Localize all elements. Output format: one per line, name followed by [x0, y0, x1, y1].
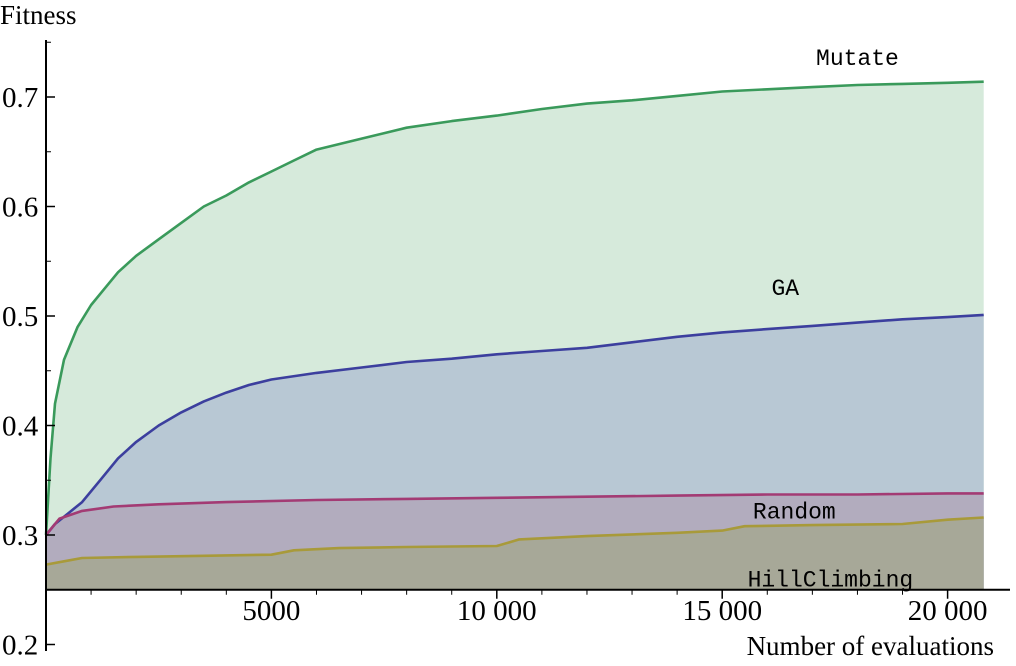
- y-tick-label: 0.2: [2, 630, 38, 662]
- y-tick-label: 0.3: [2, 520, 38, 552]
- y-tick-label: 0.6: [2, 192, 38, 224]
- x-tick-label: 15 000: [682, 595, 762, 627]
- y-tick-label: 0.7: [2, 82, 38, 114]
- line-random: [44, 492, 984, 536]
- x-tick-label: 5000: [242, 595, 300, 627]
- y-axis-title: Fitness: [0, 0, 77, 30]
- series-label-mutate: Mutate: [816, 46, 899, 72]
- series-areas: [46, 81, 984, 590]
- x-axis-title: Number of evaluations: [747, 631, 994, 661]
- series-label-random: Random: [753, 500, 836, 526]
- line-mutate: [44, 80, 984, 536]
- x-tick-label: 10 000: [457, 595, 537, 627]
- line-ga: [44, 313, 984, 536]
- tick-labels: 5000 10 000 15 000 20 000 0.2 0.3 0.4 0.5 0.6 0.7: [2, 82, 987, 662]
- y-tick-label: 0.5: [2, 301, 38, 333]
- area-hillclimbing: [46, 517, 984, 590]
- tick-marks: [46, 41, 949, 646]
- x-tick-label: 20 000: [908, 595, 988, 627]
- series-lines: [44, 80, 984, 566]
- series-label-ga: GA: [772, 276, 800, 302]
- line-hillclimbing: [45, 516, 984, 566]
- series-label-hillclimbing: HillClimbing: [748, 567, 914, 593]
- series-labels: Mutate GA Random HillClimbing: [748, 46, 914, 593]
- y-tick-label: 0.4: [2, 411, 39, 443]
- axes: [45, 40, 1010, 651]
